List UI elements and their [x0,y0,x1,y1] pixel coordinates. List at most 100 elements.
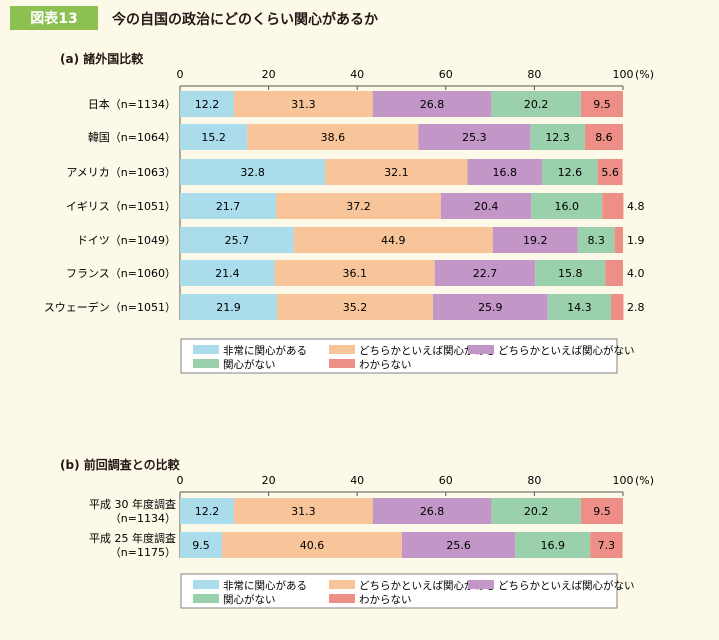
legend-swatch [329,594,355,603]
data-label: 25.3 [462,131,487,144]
data-label: 21.9 [216,301,241,314]
bar-segment [222,532,402,558]
data-label: 14.3 [567,301,592,314]
figure-title: 今の自国の政治にどのくらい関心があるか [112,12,378,28]
category-label: イギリス（n=1051） [66,200,176,213]
bar-segment [547,294,612,320]
legend-swatch [468,345,494,354]
legend-swatch [329,580,355,589]
bar-segment [577,227,615,253]
data-label: 37.2 [346,200,371,213]
data-label: 12.3 [545,131,570,144]
data-label: 2.8 [627,301,645,314]
tick-label: 40 [350,68,364,81]
bar-segment [180,227,294,253]
bar-segment [432,294,548,320]
legend-label: わからない [359,359,412,371]
bar-segment [492,227,578,253]
bar-segment [180,532,223,558]
axis-unit: (%) [635,68,654,81]
data-label: 32.8 [240,166,265,179]
data-label: 22.7 [473,267,498,280]
legend-swatch [193,345,219,354]
data-label: 20.2 [524,98,549,111]
data-label: 26.8 [420,98,445,111]
bar-segment [491,498,581,524]
bar-segment [531,193,603,219]
chart-a-title: (a) 諸外国比較 [60,52,144,66]
category-label: （n=1175） [110,546,176,559]
bar-segment [180,498,235,524]
legend-swatch [468,580,494,589]
data-label: 19.2 [523,234,548,247]
legend-label: 関心がない [223,358,276,371]
category-label: 平成 25 年度調査 [89,531,176,545]
bar-segment [180,124,248,150]
axis-unit: (%) [635,474,654,487]
data-label: 8.6 [595,131,613,144]
data-label: 21.4 [215,267,240,280]
data-label: 38.6 [321,131,346,144]
tick-label: 80 [527,474,541,487]
data-label: 21.7 [216,200,241,213]
bar-segment [602,193,624,219]
legend-label: どちらかといえば関心がある [359,579,496,592]
tick-label: 40 [350,474,364,487]
data-label: 32.1 [384,166,409,179]
data-label: 9.5 [593,98,611,111]
bar-segment [541,159,598,185]
tick-label: 80 [527,68,541,81]
bar-segment [274,260,435,286]
tick-label: 20 [262,474,276,487]
bar-segment [372,498,492,524]
bar-segment [247,124,419,150]
legend-swatch [193,594,219,603]
data-label: 7.3 [598,539,616,552]
figure-badge: 図表13 [10,6,98,30]
bar-segment [597,159,623,185]
data-label: 12.6 [558,166,583,179]
data-label: 36.1 [343,267,368,280]
data-label: 35.2 [343,301,368,314]
data-label: 16.0 [554,200,579,213]
legend-label: 非常に関心がある [223,579,307,592]
data-label: 4.0 [627,267,645,280]
bar-segment [325,159,468,185]
data-label: 8.3 [587,234,605,247]
tick-label: 20 [262,68,276,81]
category-label: 韓国（n=1064） [88,131,176,144]
bar-segment [293,227,493,253]
legend-swatch [329,359,355,368]
bar-segment [180,260,275,286]
data-label: 15.2 [201,131,226,144]
data-label: 25.9 [478,301,503,314]
legend-label: どちらかといえば関心がない [498,344,635,357]
tick-label: 100 [613,474,634,487]
data-label: 16.9 [541,539,566,552]
bar-segment [611,294,624,320]
data-label: 12.2 [195,98,220,111]
bar-segment [467,159,542,185]
category-label: フランス（n=1060） [66,267,176,280]
data-label: 26.8 [420,505,445,518]
bar-segment [434,260,536,286]
bar-segment [535,260,606,286]
bar-segment [491,91,581,117]
tick-label: 60 [439,68,453,81]
bar-segment [234,498,373,524]
category-label: 平成 30 年度調査 [89,497,176,511]
data-label: 20.2 [524,505,549,518]
data-label: 9.5 [593,505,611,518]
bar-segment [530,124,585,150]
legend-swatch [193,359,219,368]
tick-label: 0 [177,474,184,487]
bar-segment [580,91,623,117]
legend-label: どちらかといえば関心がある [359,344,496,357]
bar-segment [277,294,433,320]
tick-label: 60 [439,474,453,487]
bar-segment [580,498,623,524]
legend-box [180,338,618,374]
data-label: 12.2 [195,505,220,518]
legend-swatch [193,580,219,589]
